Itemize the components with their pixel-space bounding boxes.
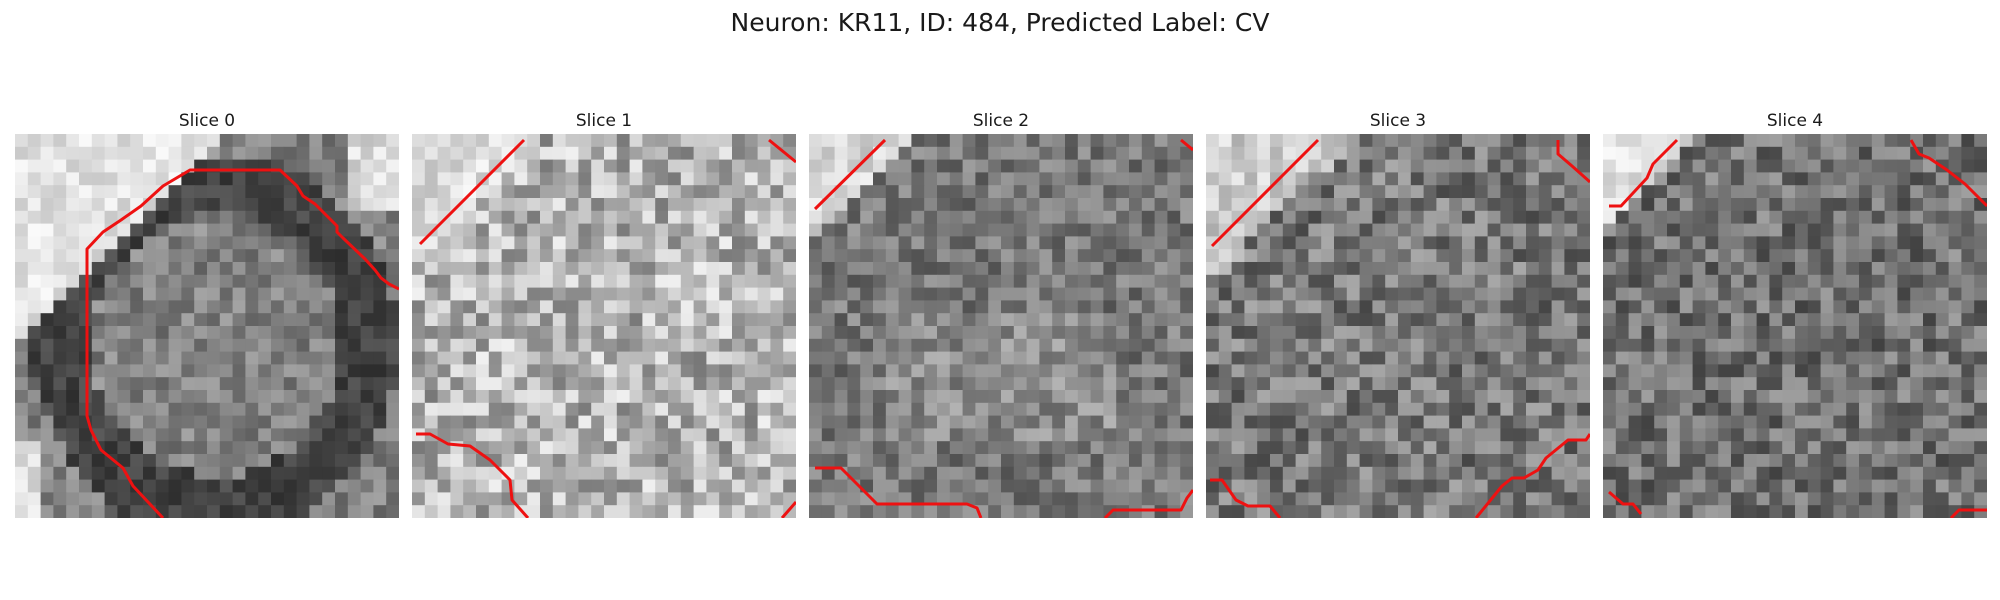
- slice-panel-1: Slice 1: [412, 108, 796, 518]
- contour-line-2-0: [813, 138, 887, 211]
- slice-panel-4: Slice 4: [1603, 108, 1987, 518]
- contour-line-1-0: [418, 138, 526, 246]
- slice-panel-2: Slice 2: [809, 108, 1193, 518]
- contour-line-3-2: [1210, 478, 1282, 518]
- contour-line-0-0: [85, 168, 399, 518]
- slice-image-4: [1603, 134, 1987, 518]
- contour-line-2-2: [815, 466, 983, 518]
- slice-panel-0: Slice 0: [15, 108, 399, 518]
- slice-panel-3: Slice 3: [1206, 108, 1590, 518]
- slice-title-2: Slice 2: [972, 111, 1030, 131]
- slice-image-1: [412, 134, 796, 518]
- slice-title-1: Slice 1: [575, 111, 633, 131]
- figure-title: Neuron: KR11, ID: 484, Predicted Label: …: [730, 8, 1270, 37]
- contour-line-4-0: [1609, 138, 1679, 208]
- slice-image-0: [15, 134, 399, 518]
- slice-title-3: Slice 3: [1369, 111, 1427, 131]
- contour-line-4-1: [1909, 139, 1987, 208]
- slice-title-4: Slice 4: [1766, 111, 1824, 131]
- contour-line-2-1: [1180, 138, 1193, 152]
- contour-line-3-0: [1210, 138, 1320, 248]
- contour-line-3-3: [1474, 433, 1590, 518]
- slice-image-2: [809, 134, 1193, 518]
- contour-line-4-2: [1608, 490, 1643, 515]
- contour-line-3-1: [1556, 140, 1590, 184]
- contour-line-4-3: [1949, 508, 1987, 518]
- contour-line-1-3: [780, 501, 796, 518]
- contour-line-1-1: [768, 138, 796, 164]
- slice-image-3: [1206, 134, 1590, 518]
- contour-line-1-2: [416, 432, 530, 518]
- contour-line-2-3: [1103, 489, 1193, 518]
- slice-title-0: Slice 0: [178, 111, 236, 131]
